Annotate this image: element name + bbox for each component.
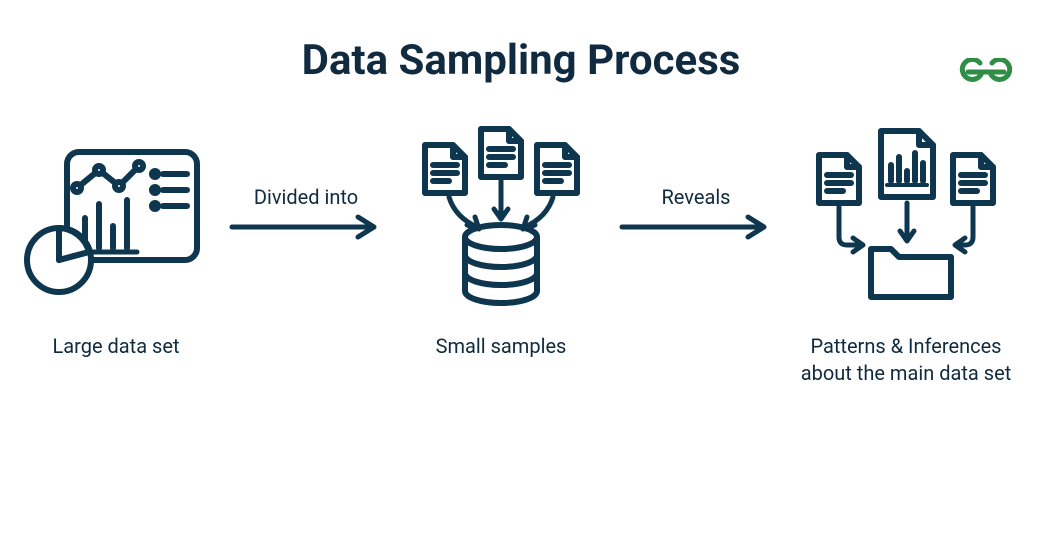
step-large-dataset: Large data set: [21, 135, 211, 360]
step-label: Patterns & Inferences about the main dat…: [791, 333, 1021, 387]
step-label: Large data set: [52, 333, 179, 360]
arrow-label: Reveals: [661, 185, 730, 209]
arrow-label: Divided into: [254, 185, 358, 209]
page-title: Data Sampling Process: [0, 36, 1042, 85]
step-patterns: Patterns & Inferences about the main dat…: [791, 135, 1021, 387]
arrow-divided-into: Divided into: [221, 185, 391, 241]
large-dataset-icon: [21, 135, 211, 305]
flow-row: Large data set Divided into: [0, 135, 1042, 387]
step-label: Small samples: [436, 333, 567, 360]
small-samples-icon: [401, 135, 601, 305]
gfg-logo-icon: [958, 58, 1014, 90]
arrow-icon: [226, 213, 386, 241]
patterns-icon: [801, 135, 1011, 305]
step-small-samples: Small samples: [401, 135, 601, 360]
arrow-reveals: Reveals: [611, 185, 781, 241]
arrow-icon: [616, 213, 776, 241]
